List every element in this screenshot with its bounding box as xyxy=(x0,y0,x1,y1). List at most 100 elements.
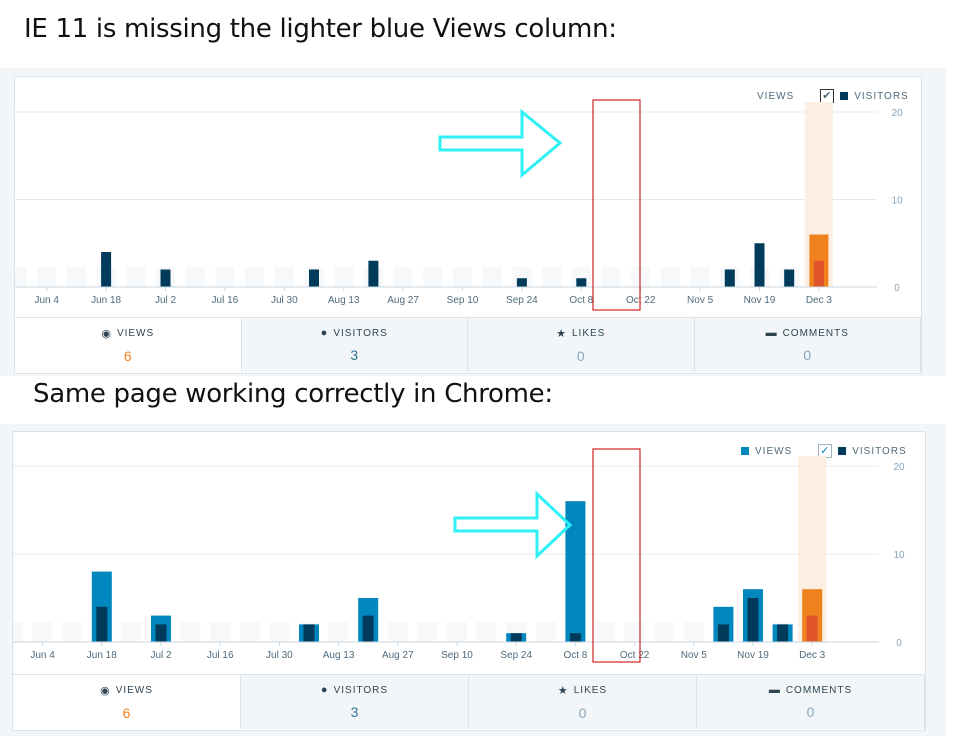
chrome-legend-views[interactable]: VIEWS xyxy=(755,445,793,457)
chrome-tab-visitors[interactable]: ● VISITORS 3 xyxy=(241,675,469,729)
chrome-tab-likes[interactable]: ★ LIKES 0 xyxy=(469,675,697,729)
chrome-views-swatch xyxy=(741,447,749,455)
star-icon: ★ xyxy=(556,327,567,340)
ie-bar-bg xyxy=(215,267,235,287)
ie-x-tick-label: Aug 27 xyxy=(387,295,419,306)
ie-bar-bg xyxy=(690,267,710,287)
chrome-visitors-bar[interactable] xyxy=(569,633,581,642)
ie-bar-bg xyxy=(423,267,443,287)
ie-visitors-bar[interactable] xyxy=(368,260,379,287)
chrome-visitors-bar[interactable] xyxy=(155,624,167,642)
ie-tab-label: ★ LIKES xyxy=(556,327,605,340)
ie-bar-bg xyxy=(660,267,680,287)
chrome-x-tick-label: Oct 8 xyxy=(563,650,587,661)
ie-visitors-bar[interactable] xyxy=(754,243,765,287)
chrome-x-tick-label: Nov 5 xyxy=(681,650,708,661)
ie-stats-panel: VIEWS ✔ VISITORS 0 10 20 Jun 4 Jun 18 Jul 2 Ju… xyxy=(14,76,922,374)
ie-visitors-swatch xyxy=(840,92,849,100)
chrome-tab-label: ▬ COMMENTS xyxy=(769,684,852,696)
chrome-bar-bg xyxy=(595,622,615,642)
chrome-visitors-bar[interactable] xyxy=(510,633,522,642)
ie-visitors-bar[interactable] xyxy=(724,269,735,288)
chrome-bar-chart: 0 10 20 Jun 4 Jun 18 Jul 2 Jul 16 Jul 30 Aug 13 A… xyxy=(13,456,905,661)
ie-tab-comments[interactable]: ▬ COMMENTS 0 xyxy=(694,318,921,372)
ie-visitors-bar[interactable] xyxy=(160,269,171,288)
chrome-legend-visitors[interactable]: VISITORS xyxy=(852,445,907,457)
ie-visitors-bar[interactable] xyxy=(101,252,112,287)
ie-x-tick-label: Aug 13 xyxy=(328,295,360,306)
ie-visitors-bar[interactable] xyxy=(813,260,824,287)
ie-bar-bg xyxy=(453,267,472,287)
ie-bar-bg xyxy=(15,267,27,287)
chrome-visitors-bar[interactable] xyxy=(362,615,374,642)
chrome-tab-views[interactable]: ◉ VIEWS 6 xyxy=(13,675,241,729)
chrome-visitors-bar[interactable] xyxy=(806,615,818,642)
ie-visitors-checkbox[interactable]: ✔ xyxy=(820,89,835,103)
chrome-tab-label-text: COMMENTS xyxy=(785,684,853,696)
chrome-y-tick: 0 xyxy=(896,638,902,649)
ie-tab-label-text: COMMENTS xyxy=(782,327,849,339)
comment-icon: ▬ xyxy=(765,327,778,339)
chrome-visitors-bar[interactable] xyxy=(747,598,759,642)
chrome-legend: VIEWS ✓ VISITORS xyxy=(741,444,907,458)
ie-bar-bg xyxy=(393,267,413,287)
ie-tab-label-text: LIKES xyxy=(572,327,606,339)
ie-legend-visitors[interactable]: VISITORS xyxy=(854,90,909,102)
chrome-tab-label-text: VISITORS xyxy=(333,684,389,696)
ie-bar-bg xyxy=(126,267,146,287)
chrome-stat-tabs: ◉ VIEWS 6 ● VISITORS 3 ★ LIKES 0 ▬ COMMENTS 0 xyxy=(13,674,925,729)
chrome-tab-label: ★ LIKES xyxy=(558,684,607,697)
ie-y-tick: 20 xyxy=(891,108,903,119)
ie-tab-views[interactable]: ◉ VIEWS 6 xyxy=(15,318,242,372)
chrome-visitors-bar[interactable] xyxy=(303,624,315,642)
chrome-visitors-bar[interactable] xyxy=(717,624,729,642)
ie-x-tick-label: Jun 4 xyxy=(34,295,59,306)
chrome-bar-bg xyxy=(32,622,53,642)
ie-bar-bg xyxy=(66,267,86,287)
chrome-y-tick: 10 xyxy=(893,550,905,561)
ie-bar-bg xyxy=(37,267,57,287)
ie-bar-bg xyxy=(274,267,294,287)
chrome-x-tick-label: Jun 4 xyxy=(30,650,55,661)
ie-tab-value: 3 xyxy=(350,347,359,363)
chrome-x-tick-label: Sep 24 xyxy=(500,650,532,661)
chrome-bar-bg xyxy=(387,622,408,642)
chrome-visitors-bar[interactable] xyxy=(777,624,789,642)
chrome-tab-label-text: VIEWS xyxy=(115,684,153,696)
ie-tab-visitors[interactable]: ● VISITORS 3 xyxy=(241,318,468,372)
chrome-tab-value: 0 xyxy=(806,704,815,720)
ie-legend-views[interactable]: VIEWS xyxy=(757,90,795,102)
chrome-views-bar[interactable] xyxy=(565,501,586,642)
chrome-x-tick-label: Jul 2 xyxy=(150,650,172,661)
ie-x-tick-label: Sep 10 xyxy=(447,295,479,306)
ie-tab-label-text: VISITORS xyxy=(333,327,388,339)
chrome-x-tick-label: Nov 19 xyxy=(737,650,769,661)
ie-visitors-bar[interactable] xyxy=(576,278,587,287)
ie-tab-label-text: VIEWS xyxy=(116,327,155,339)
chrome-x-tick-label: Dec 3 xyxy=(799,650,826,661)
chrome-visitors-bar[interactable] xyxy=(96,606,108,642)
chrome-bar-bg xyxy=(62,622,83,642)
chrome-tab-comments[interactable]: ▬ COMMENTS 0 xyxy=(697,675,925,729)
star-icon: ★ xyxy=(557,684,569,697)
ie-x-tick-label: Jun 18 xyxy=(91,295,121,306)
ie-x-tick-label: Dec 3 xyxy=(806,295,833,306)
chrome-tab-label: ◉ VIEWS xyxy=(100,684,153,697)
ie-x-tick-label: Jul 30 xyxy=(271,295,298,306)
chrome-x-tick-label: Jul 16 xyxy=(207,650,234,661)
chrome-bar-bg xyxy=(683,622,704,642)
ie-tab-likes[interactable]: ★ LIKES 0 xyxy=(468,318,695,372)
chrome-bar-bg xyxy=(476,622,497,642)
chrome-tab-value: 6 xyxy=(122,704,131,721)
ie-bar-bg xyxy=(482,267,502,287)
chrome-bar-bg xyxy=(269,622,290,642)
ie-tab-label: ● VISITORS xyxy=(321,327,388,339)
chrome-bar-bg xyxy=(417,622,438,642)
ie-y-tick: 0 xyxy=(894,283,900,294)
ie-visitors-bar[interactable] xyxy=(784,269,795,288)
ie-tab-value: 0 xyxy=(576,347,585,364)
ie-visitors-bar[interactable] xyxy=(516,278,527,287)
ie-visitors-bar[interactable] xyxy=(309,269,319,288)
chrome-bar-bg xyxy=(121,622,142,642)
ie-x-tick-label: Oct 22 xyxy=(626,295,656,306)
